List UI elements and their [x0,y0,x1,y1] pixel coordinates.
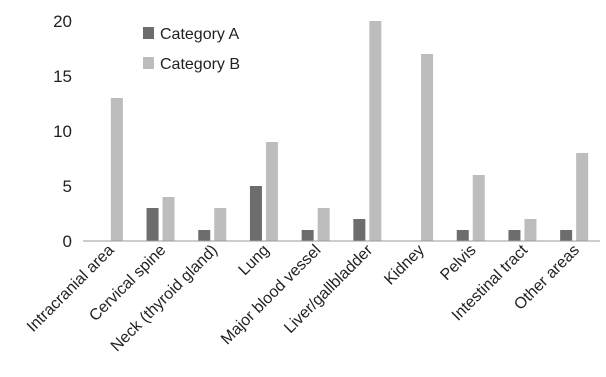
bar-b-7 [472,175,485,241]
legend-label-b: Category B [160,56,240,73]
bar-b-2 [214,208,227,241]
legend-label-a: Category A [160,26,239,43]
bar-b-4 [317,208,330,241]
bar-b-9 [576,153,589,241]
bar-b-1 [162,197,175,241]
y-tick-label-4: 20 [53,12,72,31]
bar-a-4 [301,230,314,241]
x-tick-label-2: Neck (thyroid gland) [108,242,221,355]
bar-b-3 [265,142,278,241]
y-axis: 0 5 10 15 20 [53,12,72,251]
bar-a-8 [508,230,521,241]
legend-swatch-a [143,27,154,39]
bars [110,21,589,241]
bar-a-5 [353,219,366,241]
bar-a-9 [560,230,573,241]
legend-swatch-b [143,57,154,69]
x-tick-label-4: Major blood vessel [218,242,324,348]
y-tick-label-3: 15 [53,67,72,86]
x-tick-label-3: Lung [236,242,273,279]
x-tick-label-6: Kidney [381,242,428,289]
bar-a-7 [456,230,469,241]
x-tick-label-5: Liver/gallbladder [281,241,377,337]
bar-b-5 [369,21,382,241]
bar-b-6 [421,54,434,241]
legend: Category A Category B [143,26,240,73]
x-tick-label-0: Intracranial area [24,242,118,336]
bar-b-8 [524,219,537,241]
y-tick-label-0: 0 [63,232,72,251]
bar-a-2 [198,230,211,241]
bar-a-3 [249,186,262,241]
y-tick-label-2: 10 [53,122,72,141]
bar-a-1 [146,208,159,241]
bar-b-0 [110,98,123,241]
x-tick-label-7: Pelvis [437,242,479,284]
y-tick-label-1: 5 [63,177,72,196]
